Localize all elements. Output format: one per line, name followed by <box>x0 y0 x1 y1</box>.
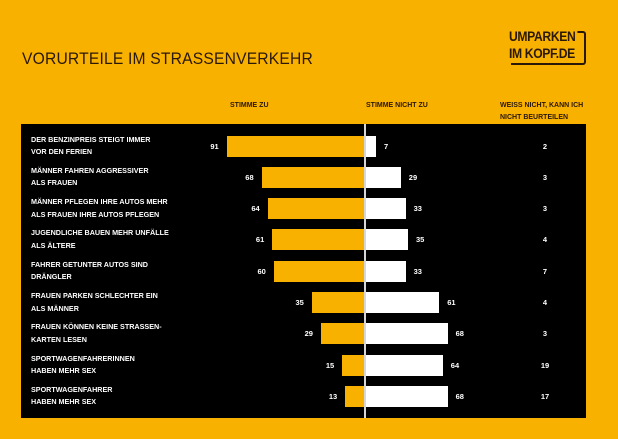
row-label-line-1: MÄNNER PFLEGEN IHRE AUTOS MEHR <box>31 197 168 207</box>
value-label-agree: 68 <box>245 172 254 182</box>
bar-agree <box>226 135 365 157</box>
bar-agree <box>342 354 365 376</box>
row-label-line-1: SPORTWAGENFAHRER <box>31 384 113 394</box>
row-label-line-2: ALS FRAUEN <box>31 178 78 188</box>
row-label-line-1: FAHRER GETUNTER AUTOS SIND <box>31 259 149 269</box>
umparken-logo: UMPARKEN IM KOPF.DE <box>509 29 586 65</box>
value-label-agree: 64 <box>251 204 260 214</box>
row-label-line-1: FRAUEN KÖNNEN KEINE STRASSEN- <box>31 322 162 332</box>
value-label-disagree: 33 <box>413 204 422 214</box>
value-label-disagree: 68 <box>455 391 464 401</box>
value-label-disagree: 61 <box>447 298 456 307</box>
value-label-dont-know: 3 <box>542 204 548 214</box>
center-axis-line <box>364 124 366 418</box>
row-label-line-2: ALS FRAUEN IHRE AUTOS PFLEGEN <box>31 209 160 219</box>
value-label-disagree: 7 <box>384 141 389 151</box>
value-label-agree: 15 <box>325 360 335 370</box>
value-label-agree: 61 <box>255 235 265 245</box>
value-label-agree: 35 <box>295 298 304 307</box>
column-header-dont-know-line-1: WEISS NICHT, KANN ICH <box>500 102 584 109</box>
bar-disagree <box>366 229 408 251</box>
bar-agree <box>273 260 365 282</box>
value-label-dont-know: 4 <box>542 235 548 245</box>
value-label-dont-know: 7 <box>542 266 548 276</box>
row-label-line-1: DER BENZINPREIS STEIGT IMMER <box>31 134 151 144</box>
row-label-line-2: ALS MÄNNER <box>31 303 79 313</box>
value-label-disagree: 29 <box>408 172 418 182</box>
value-label-dont-know: 17 <box>540 391 550 401</box>
row-label-line-2: VOR DEN FERIEN <box>31 147 93 156</box>
row-label-line-1: JUGENDLICHE BAUEN MEHR UNFÄLLE <box>31 228 169 238</box>
chart-title: VORURTEILE IM STRASSENVERKEHR <box>22 49 313 68</box>
bar-agree <box>261 166 365 188</box>
bar-disagree <box>366 385 448 407</box>
value-label-disagree: 64 <box>450 360 460 370</box>
row-label-line-2: DRÄNGLER <box>31 272 72 282</box>
value-label-dont-know: 3 <box>542 172 548 182</box>
bar-disagree <box>366 135 376 157</box>
bar-disagree <box>366 166 401 188</box>
row-label-line-2: HABEN MEHR SEX <box>31 366 97 376</box>
value-label-agree: 29 <box>304 329 313 339</box>
bar-agree <box>311 292 365 313</box>
value-label-dont-know: 3 <box>542 329 548 339</box>
bar-disagree <box>366 292 440 313</box>
row-label-line-1: MÄNNER FAHREN AGGRESSIVER <box>31 165 149 175</box>
column-header-agree: STIMME ZU <box>230 102 269 109</box>
logo-text-line-2: IM KOPF.DE <box>509 46 577 61</box>
value-label-dont-know: 19 <box>540 360 550 370</box>
row-label-line-1: SPORTWAGENFAHRERINNEN <box>31 353 135 363</box>
bar-disagree <box>366 323 448 345</box>
bar-disagree <box>366 354 443 376</box>
bar-disagree <box>366 198 406 220</box>
bar-agree <box>320 323 365 345</box>
bar-disagree <box>366 260 406 282</box>
row-label-line-2: KARTEN LESEN <box>31 334 87 344</box>
bar-agree <box>272 229 365 251</box>
row-label-line-2: HABEN MEHR SEX <box>31 397 97 407</box>
value-label-agree: 13 <box>328 391 338 401</box>
bar-agree <box>345 385 365 407</box>
value-label-agree: 91 <box>210 141 219 151</box>
bar-agree <box>267 198 365 220</box>
logo-text-line-1: UMPARKEN <box>509 29 578 44</box>
value-label-disagree: 68 <box>455 329 464 339</box>
column-header-dont-know-line-2: NICHT BEURTEILEN <box>500 114 569 121</box>
value-label-disagree: 33 <box>413 266 422 276</box>
value-label-agree: 60 <box>257 266 266 276</box>
value-label-dont-know: 2 <box>542 141 548 151</box>
row-label-line-1: FRAUEN PARKEN SCHLECHTER EIN <box>31 291 158 300</box>
row-label-line-2: ALS ÄLTERE <box>31 240 76 250</box>
value-label-dont-know: 4 <box>542 298 548 307</box>
column-header-disagree: STIMME NICHT ZU <box>366 102 428 109</box>
value-label-disagree: 35 <box>416 235 425 245</box>
